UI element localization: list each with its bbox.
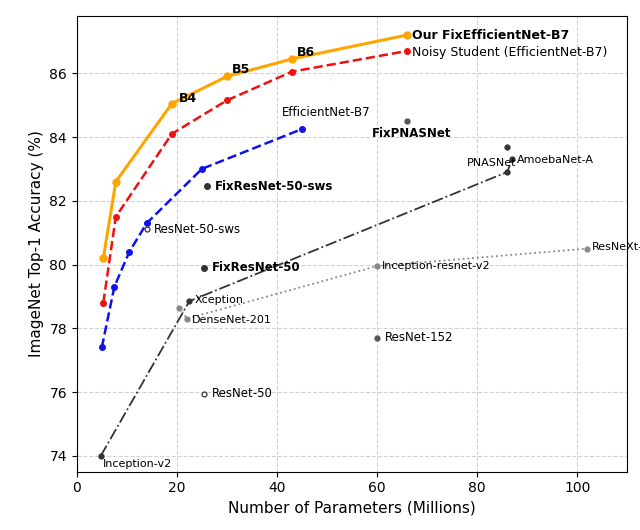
Text: FixPNASNet: FixPNASNet — [372, 127, 451, 140]
Text: Inception-v2: Inception-v2 — [103, 459, 173, 469]
Text: B6: B6 — [297, 46, 315, 59]
Text: AmoebaNet-A: AmoebaNet-A — [517, 155, 594, 164]
Text: B4: B4 — [179, 92, 198, 105]
Text: ResNet-50-sws: ResNet-50-sws — [154, 223, 241, 236]
Text: ResNet-50: ResNet-50 — [212, 387, 273, 400]
Text: FixResNet-50: FixResNet-50 — [212, 261, 301, 274]
Text: ResNet-152: ResNet-152 — [385, 331, 453, 344]
Text: FixResNet-50-sws: FixResNet-50-sws — [214, 180, 333, 192]
Text: Inception-resnet-v2: Inception-resnet-v2 — [382, 261, 491, 271]
Y-axis label: ImageNet Top-1 Accuracy (%): ImageNet Top-1 Accuracy (%) — [29, 130, 44, 357]
Text: ResNeXt-101: ResNeXt-101 — [592, 242, 640, 252]
Text: Noisy Student (EfficientNet-B7): Noisy Student (EfficientNet-B7) — [412, 46, 607, 59]
Text: Xception: Xception — [195, 295, 243, 305]
Text: EfficientNet-B7: EfficientNet-B7 — [282, 107, 371, 119]
Text: DenseNet-201: DenseNet-201 — [192, 315, 272, 325]
Text: Our FixEfficientNet-B7: Our FixEfficientNet-B7 — [412, 29, 570, 41]
Text: B5: B5 — [232, 63, 250, 76]
X-axis label: Number of Parameters (Millions): Number of Parameters (Millions) — [228, 501, 476, 516]
Text: PNASNet: PNASNet — [467, 158, 516, 169]
